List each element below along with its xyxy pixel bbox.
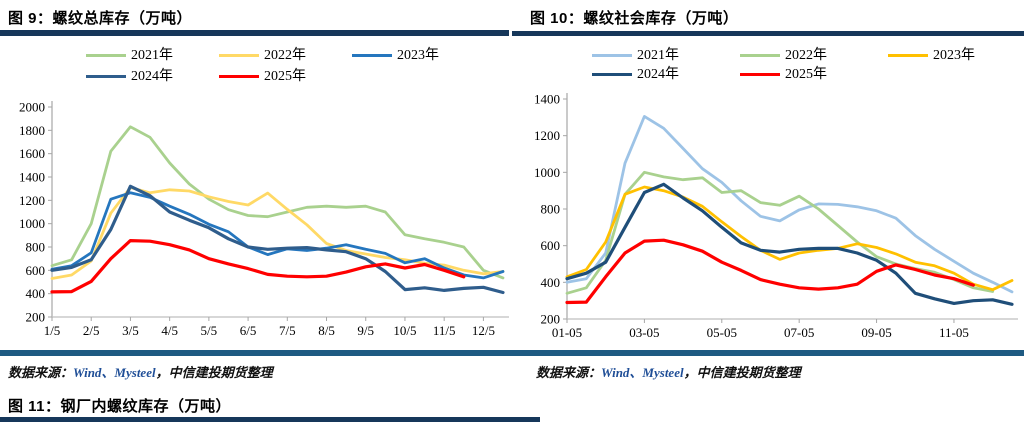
legend-label-2021: 2021年 (131, 48, 173, 63)
series-line-2021年 (50, 125, 505, 280)
legend-swatch-2025 (219, 75, 259, 78)
source-prefix: 数据来源： (536, 365, 602, 380)
legend-item-2021: 2021年 (592, 47, 740, 64)
figure10-source-note: 数据来源：Wind、Mysteel，中信建投期货整理 (536, 362, 801, 381)
y-tick-label: 200 (26, 310, 46, 325)
figure9-source-note: 数据来源：Wind、Mysteel，中信建投期货整理 (8, 362, 273, 381)
legend-item-2021: 2021年 (86, 47, 219, 64)
series-line-2023年 (565, 185, 1014, 292)
legend-swatch-2023 (352, 54, 392, 57)
x-tick-label: 10/5 (393, 323, 416, 338)
legend-swatch-2024 (592, 73, 632, 76)
series-line-2022年 (565, 170, 995, 295)
series-line-2021年 (565, 115, 1014, 294)
x-tick-label: 6/5 (240, 323, 257, 338)
figure10-title: 图 10：螺纹社会库存（万吨） (530, 10, 739, 27)
legend-label-2023: 2023年 (933, 48, 975, 63)
figure9-legend-row-2: 2024年 2025年 (86, 68, 352, 85)
legend-item-2024: 2024年 (86, 68, 219, 85)
legend-item-2022: 2022年 (740, 47, 888, 64)
y-tick-label: 1200 (534, 128, 560, 143)
legend-label-2023: 2023年 (397, 48, 439, 63)
series-line-2025年 (565, 238, 975, 305)
series-line-2024年 (50, 184, 505, 295)
y-tick-label: 600 (541, 238, 561, 253)
legend-label-2025: 2025年 (264, 69, 306, 84)
x-tick-label: 05-05 (707, 325, 737, 340)
y-tick-label: 800 (26, 240, 46, 255)
series-line-2024年 (565, 182, 1014, 306)
x-tick-label: 4/5 (161, 323, 178, 338)
section-divider-bar (0, 350, 1024, 356)
legend-label-2024: 2024年 (637, 67, 679, 82)
y-tick-label: 1000 (534, 165, 560, 180)
figure11-title: 图 11：钢厂内螺纹库存（万吨） (8, 398, 232, 415)
y-tick-label: 1200 (19, 193, 45, 208)
legend-swatch-2024 (86, 75, 126, 78)
figure11-title-underline (0, 417, 540, 422)
y-tick-label: 1800 (19, 123, 45, 138)
y-tick-label: 2000 (19, 100, 45, 115)
x-tick-label: 3/5 (122, 323, 139, 338)
y-tick-label: 1400 (19, 170, 45, 185)
legend-item-2023: 2023年 (352, 47, 485, 64)
legend-item-2024: 2024年 (592, 66, 740, 83)
legend-item-2025: 2025年 (219, 68, 352, 85)
legend-label-2022: 2022年 (264, 48, 306, 63)
source-suffix: ，中信建投期货整理 (683, 365, 801, 380)
legend-item-2022: 2022年 (219, 47, 352, 64)
series-line-2025年 (50, 239, 466, 294)
y-tick-label: 1400 (534, 92, 560, 107)
legend-swatch-2021 (86, 54, 126, 57)
figure10-legend-row-2: 2024年 2025年 (592, 66, 888, 83)
series-line-2023年 (50, 191, 505, 280)
legend-item-2023: 2023年 (888, 47, 1024, 64)
legend-swatch-2023 (888, 54, 928, 57)
y-tick-label: 800 (541, 202, 561, 217)
figure10-title-underline (512, 31, 1024, 36)
y-tick-label: 200 (541, 312, 561, 327)
legend-label-2024: 2024年 (131, 69, 173, 84)
legend-swatch-2022 (740, 54, 780, 57)
source-suffix: ，中信建投期货整理 (155, 365, 273, 380)
legend-label-2022: 2022年 (785, 48, 827, 63)
x-tick-label: 03-05 (629, 325, 659, 340)
source-latin: Wind、Mysteel (73, 365, 156, 380)
y-tick-label: 400 (26, 286, 46, 301)
figure9-legend-row-1: 2021年 2022年 2023年 (86, 47, 485, 64)
x-tick-label: 1/5 (44, 323, 61, 338)
legend-swatch-2022 (219, 54, 259, 57)
figure10-legend-row-1: 2021年 2022年 2023年 (592, 47, 1024, 64)
x-tick-label: 01-05 (552, 325, 582, 340)
x-tick-label: 5/5 (201, 323, 218, 338)
x-tick-label: 2/5 (83, 323, 100, 338)
figure9-title-underline (0, 30, 509, 36)
x-tick-label: 11/5 (433, 323, 456, 338)
x-tick-label: 07-05 (784, 325, 814, 340)
x-tick-label: 7/5 (279, 323, 296, 338)
y-tick-label: 1600 (19, 146, 45, 161)
x-tick-label: 9/5 (357, 323, 374, 338)
x-tick-label: 11-05 (939, 325, 969, 340)
legend-label-2021: 2021年 (637, 48, 679, 63)
legend-label-2025: 2025年 (785, 67, 827, 82)
legend-item-2025: 2025年 (740, 66, 888, 83)
figure9-title: 图 9：螺纹总库存（万吨） (8, 10, 193, 27)
source-latin: Wind、Mysteel (601, 365, 684, 380)
source-prefix: 数据来源： (8, 365, 74, 380)
y-tick-label: 600 (26, 263, 46, 278)
x-tick-label: 8/5 (318, 323, 335, 338)
x-tick-label: 09-05 (861, 325, 891, 340)
x-tick-label: 12/5 (472, 323, 495, 338)
legend-swatch-2025 (740, 73, 780, 76)
legend-swatch-2021 (592, 54, 632, 57)
y-tick-label: 400 (541, 275, 561, 290)
y-tick-label: 1000 (19, 216, 45, 231)
